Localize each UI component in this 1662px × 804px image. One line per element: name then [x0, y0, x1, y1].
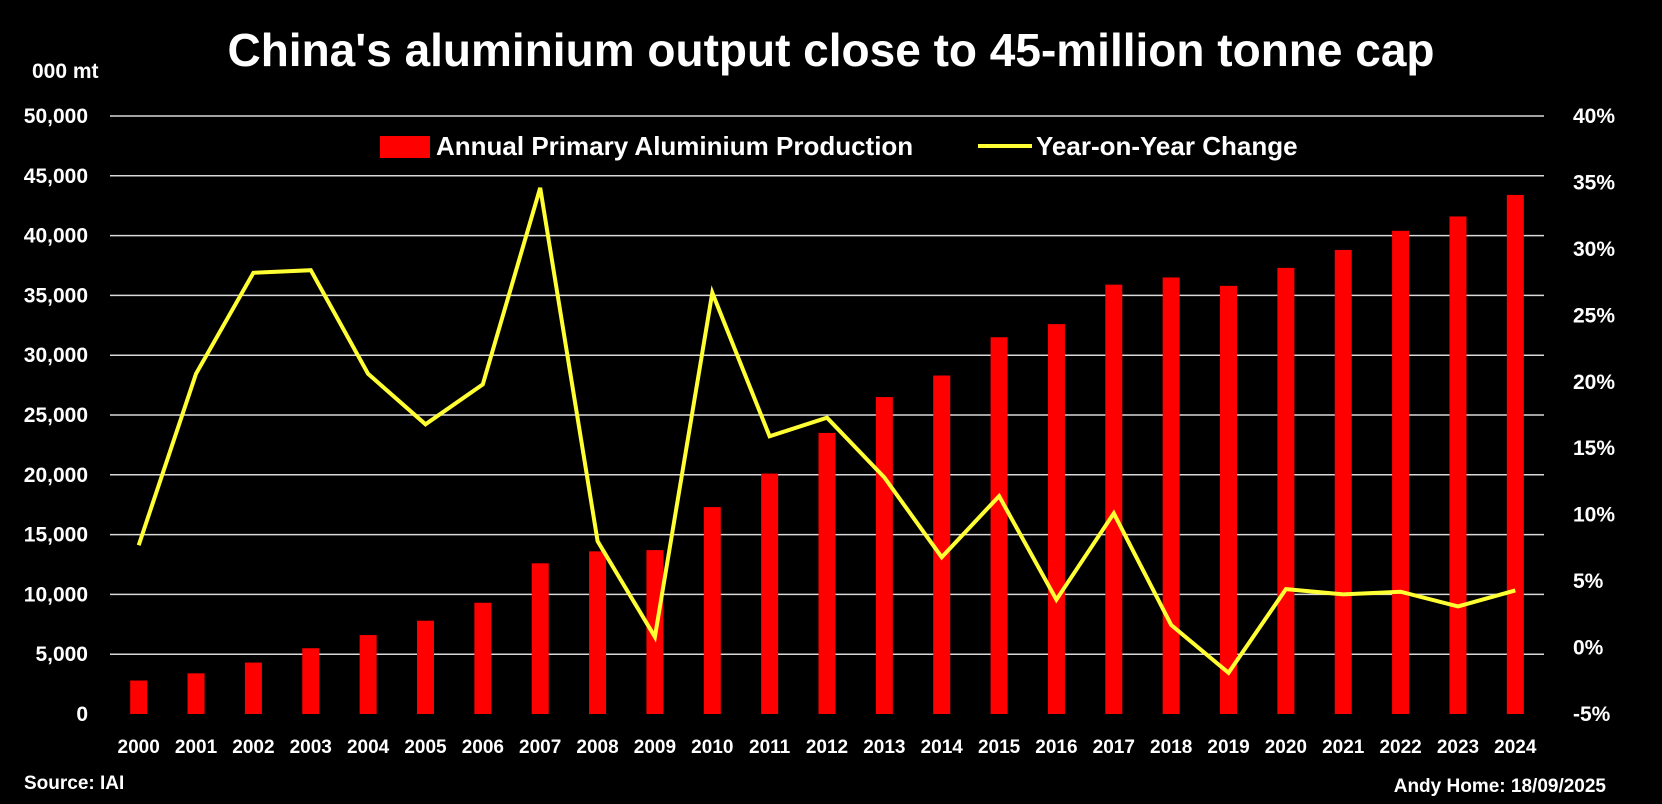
production-bar [359, 635, 377, 714]
production-bar [1277, 267, 1295, 714]
y-right-tick-label: 0% [1573, 637, 1604, 660]
x-tick-label: 2022 [1379, 737, 1421, 758]
production-bar [1392, 230, 1410, 715]
y-left-tick-label: 35,000 [24, 284, 88, 307]
y-left-tick-label: 50,000 [24, 105, 88, 128]
y-left-tick-label: 25,000 [24, 404, 88, 427]
y-left-tick-label: 0 [76, 703, 88, 726]
x-tick-label: 2000 [118, 737, 160, 758]
y-axis-right-ticks: -5% 0% 5% 10% 15% 20% 25% 30% 35% 40% [1573, 105, 1615, 726]
x-tick-label: 2007 [519, 737, 561, 758]
x-tick-label: 2011 [749, 737, 791, 758]
chart-title: China's aluminium output close to 45-mil… [227, 24, 1434, 76]
x-tick-label: 2018 [1150, 737, 1192, 758]
y-right-tick-label: 20% [1573, 371, 1615, 394]
production-bars [130, 194, 1524, 715]
x-tick-label: 2016 [1035, 737, 1077, 758]
x-tick-label: 2009 [634, 737, 676, 758]
x-tick-label: 2021 [1322, 737, 1365, 758]
source-label: Source: IAI [24, 773, 124, 794]
x-tick-label: 2004 [347, 737, 390, 758]
x-tick-label: 2019 [1207, 737, 1249, 758]
x-axis-ticks: 2000 2001 2002 2003 2004 2005 2006 2007 2008 2009… [118, 737, 1537, 758]
y-right-tick-label: 40% [1573, 105, 1615, 128]
x-tick-label: 2017 [1093, 737, 1135, 758]
production-bar [1105, 284, 1123, 714]
production-bar [818, 432, 836, 714]
production-bar [130, 680, 148, 714]
y-right-tick-label: 15% [1573, 437, 1615, 460]
production-bar [703, 507, 721, 714]
y-axis-left-ticks: 0 5,000 10,000 15,000 20,000 25,000 30,000 35,0… [24, 105, 88, 726]
x-tick-label: 2005 [404, 737, 447, 758]
y-right-tick-label: 10% [1573, 504, 1615, 527]
y-right-tick-label: 5% [1573, 570, 1604, 593]
y-right-tick-label: -5% [1573, 703, 1611, 726]
y-left-tick-label: 5,000 [35, 643, 88, 666]
y-axis-unit-label: 000 mt [32, 60, 99, 83]
production-bar [1334, 249, 1352, 714]
y-right-tick-label: 25% [1573, 304, 1615, 327]
x-tick-label: 2001 [175, 737, 218, 758]
x-tick-label: 2003 [290, 737, 332, 758]
x-tick-label: 2008 [576, 737, 618, 758]
legend-label-production: Annual Primary Aluminium Production [436, 131, 913, 161]
credit-label: Andy Home: 18/09/2025 [1394, 776, 1607, 797]
production-bar [302, 648, 320, 714]
y-left-tick-label: 40,000 [24, 225, 88, 248]
y-left-tick-label: 15,000 [24, 524, 88, 547]
production-bar [761, 473, 779, 714]
production-bar [474, 602, 492, 714]
y-left-tick-label: 45,000 [24, 165, 88, 188]
production-bar [990, 337, 1008, 714]
y-right-tick-label: 30% [1573, 238, 1615, 261]
production-bar [416, 620, 434, 714]
yoy-change-line [136, 187, 1516, 676]
x-tick-label: 2024 [1494, 737, 1537, 758]
production-bar [187, 673, 205, 714]
x-tick-label: 2023 [1437, 737, 1479, 758]
production-bar [1506, 194, 1524, 714]
yoy-change-series-line [136, 187, 1516, 676]
production-bar [1449, 216, 1467, 715]
production-bar [531, 563, 549, 714]
x-tick-label: 2010 [691, 737, 733, 758]
production-bar [933, 375, 951, 714]
y-left-tick-label: 10,000 [24, 583, 88, 606]
x-tick-label: 2006 [462, 737, 504, 758]
production-bar [1220, 285, 1238, 714]
y-right-tick-label: 35% [1573, 171, 1615, 194]
y-left-tick-label: 20,000 [24, 464, 88, 487]
y-left-tick-label: 30,000 [24, 344, 88, 367]
production-bar [244, 662, 262, 714]
production-bar [589, 551, 607, 714]
legend-label-yoy: Year-on-Year Change [1036, 131, 1298, 161]
x-tick-label: 2002 [232, 737, 274, 758]
x-tick-label: 2012 [806, 737, 848, 758]
x-tick-label: 2015 [978, 737, 1021, 758]
x-tick-label: 2013 [863, 737, 905, 758]
x-tick-label: 2020 [1265, 737, 1307, 758]
production-bar [1047, 324, 1065, 714]
production-bar [1162, 277, 1180, 714]
legend: Annual Primary Aluminium Production Year… [380, 131, 1298, 161]
production-bar [875, 397, 893, 714]
x-tick-label: 2014 [921, 737, 964, 758]
legend-swatch-production [380, 136, 430, 158]
